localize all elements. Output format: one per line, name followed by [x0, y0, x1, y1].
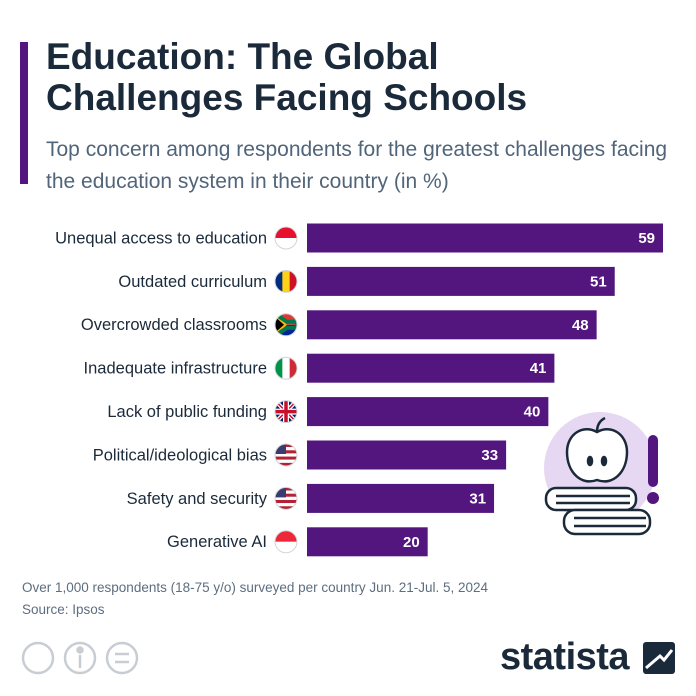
flag [275, 270, 297, 293]
category-label: Political/ideological bias [93, 446, 267, 464]
flag-border [274, 486, 298, 510]
flag-part [275, 270, 283, 293]
flag-part [275, 400, 297, 423]
bar [307, 397, 549, 427]
flag-part [275, 453, 297, 457]
flag-part [275, 541, 297, 553]
flag-part [275, 487, 286, 498]
brand: statista [500, 636, 630, 678]
flag-part [275, 444, 286, 454]
category-label: Generative AI [167, 533, 267, 551]
flag-border [274, 269, 298, 293]
value-label: 40 [524, 404, 541, 421]
flag [275, 530, 297, 553]
bar [307, 266, 615, 296]
bar [307, 483, 495, 513]
category-label: Lack of public funding [107, 403, 267, 421]
flag-part [275, 238, 297, 249]
value-label: 20 [403, 534, 420, 551]
flag-part [275, 506, 297, 510]
bar [307, 310, 597, 340]
flag-part [275, 499, 297, 504]
chart-title: Education: The Global Challenges Facing … [46, 36, 528, 118]
illustration [544, 412, 659, 536]
flag-border [274, 313, 298, 337]
flag [275, 227, 297, 249]
category-label: Safety and security [127, 490, 268, 508]
flag-part [282, 270, 291, 293]
source: Source: Ipsos [22, 602, 105, 617]
flag [275, 313, 297, 336]
flag-border [274, 530, 298, 554]
bar [307, 353, 555, 383]
value-label: 51 [590, 273, 607, 290]
flag-part [275, 456, 297, 460]
value-label: 59 [638, 230, 655, 247]
category-label: Unequal access to education [55, 229, 267, 247]
flag-part [275, 530, 297, 542]
flag-border [274, 356, 298, 380]
flag-part [275, 313, 297, 336]
flag-part [275, 462, 297, 466]
flag-border [274, 400, 298, 424]
value-label: 41 [530, 360, 547, 377]
flag [275, 357, 297, 380]
bar [307, 440, 507, 470]
flag-border [274, 226, 298, 250]
accent-bar [20, 42, 28, 184]
flag-part [275, 496, 297, 500]
flag-part [275, 459, 297, 463]
bar [307, 223, 663, 253]
flag-part [275, 227, 297, 238]
flag [275, 487, 297, 510]
category-label: Outdated curriculum [118, 273, 267, 291]
value-label: 33 [481, 447, 498, 464]
category-label: Overcrowded classrooms [81, 316, 267, 334]
value-label: 31 [469, 490, 486, 507]
bar [307, 527, 428, 557]
license-icons [21, 641, 139, 675]
brand-icon [643, 642, 675, 674]
note: Over 1,000 respondents (18-75 y/o) surve… [22, 580, 489, 595]
flag-part [289, 270, 297, 293]
chart-subtitle: Top concern among respondents for the gr… [46, 138, 668, 193]
flag-part [275, 357, 283, 380]
flag-part [289, 357, 297, 380]
flag-part [275, 503, 297, 507]
flag-part [282, 357, 291, 380]
flag-border [274, 443, 298, 467]
flag [275, 444, 297, 466]
category-label: Inadequate infrastructure [84, 360, 267, 378]
flag-part [275, 316, 284, 333]
flag [275, 400, 297, 423]
value-label: 48 [572, 317, 589, 334]
